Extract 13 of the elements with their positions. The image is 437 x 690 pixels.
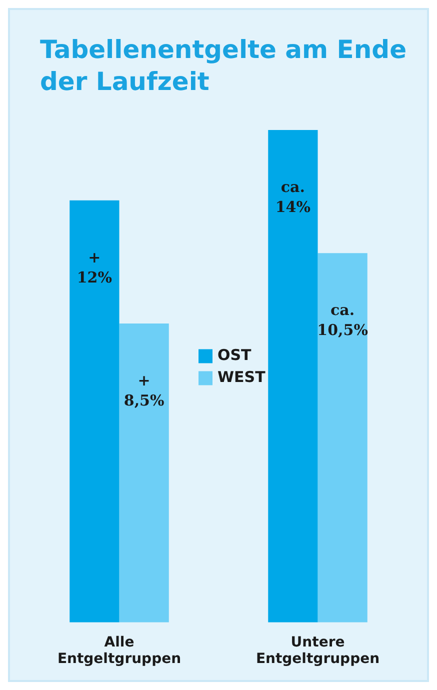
x-tick-label: Alle Entgeltgruppen [57,634,182,668]
data-label: + 8,5% [124,371,164,410]
data-label: ca. 10,5% [317,301,368,340]
bar [70,200,120,622]
data-label: ca. 14% [275,178,311,216]
x-tick-label: Untere Entgeltgruppen [256,634,380,668]
chart-title: Tabellenentgelte am Ende der Laufzeit [39,34,408,98]
legend-label: WEST [218,368,266,386]
bar [119,323,169,622]
legend-label: OST [218,346,252,364]
bar [268,130,318,622]
data-label: + 12% [76,248,112,286]
bar [318,253,368,622]
